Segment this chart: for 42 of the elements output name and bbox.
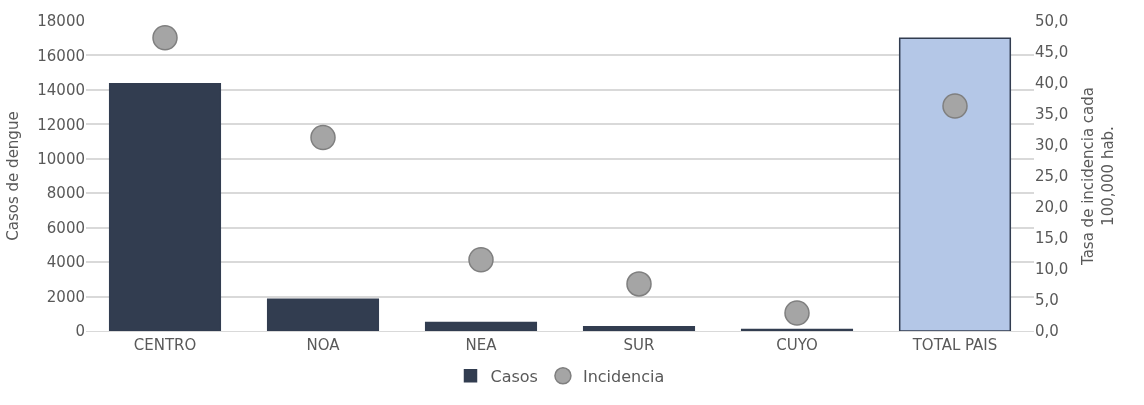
y2-axis-title: Tasa de incidencia cada 100,000 hab.	[1079, 86, 1117, 267]
y2-tick-label: 40,0	[1035, 74, 1069, 93]
y-axis-title: Casos de dengue	[3, 111, 22, 241]
point	[784, 300, 810, 326]
y2-tick-label: 5,0	[1035, 291, 1059, 310]
bar	[266, 298, 380, 331]
point	[468, 246, 494, 273]
y2-tick-label: 45,0	[1035, 43, 1069, 62]
y-tick-label: 2000	[46, 287, 85, 306]
point	[152, 24, 178, 51]
y2-tick-label: 10,0	[1035, 260, 1069, 279]
y-tick-label: 18000	[37, 12, 85, 31]
y-tick-label: 14000	[37, 81, 85, 100]
y-tick-label: 10000	[37, 150, 85, 169]
x-tick-label: TOTAL PAIS	[911, 336, 998, 354]
x-tick-label: NEA	[465, 336, 498, 354]
bar	[108, 83, 222, 331]
y2-tick-label: 35,0	[1035, 105, 1069, 124]
point	[942, 93, 968, 119]
y-tick-label: 16000	[37, 46, 85, 65]
y-tick-label: 0	[75, 322, 85, 341]
y2-tick-label: 15,0	[1035, 229, 1069, 248]
x-tick-label: CENTRO	[133, 336, 197, 354]
legend-label: Incidencia	[582, 367, 665, 387]
bar	[898, 37, 1012, 331]
y-tick-label: 8000	[46, 184, 85, 203]
y-tick-label: 4000	[46, 253, 85, 272]
y2-tick-label: 20,0	[1035, 198, 1069, 217]
y-tick-label: 6000	[46, 218, 85, 237]
x-tick-label: NOA	[306, 336, 341, 354]
y2-tick-label: 0,0	[1035, 322, 1059, 341]
x-tick-label: SUR	[623, 336, 655, 354]
y-tick-label: 12000	[37, 115, 85, 134]
y2-tick-label: 30,0	[1035, 136, 1069, 155]
x-tick-label: CUYO	[776, 336, 818, 354]
point	[310, 124, 336, 151]
legend-label: Casos	[490, 367, 538, 387]
y2-tick-label: 50,0	[1035, 12, 1069, 31]
bar	[582, 325, 696, 331]
y2-tick-label: 25,0	[1035, 167, 1069, 186]
bar	[424, 321, 538, 331]
point	[626, 271, 652, 297]
